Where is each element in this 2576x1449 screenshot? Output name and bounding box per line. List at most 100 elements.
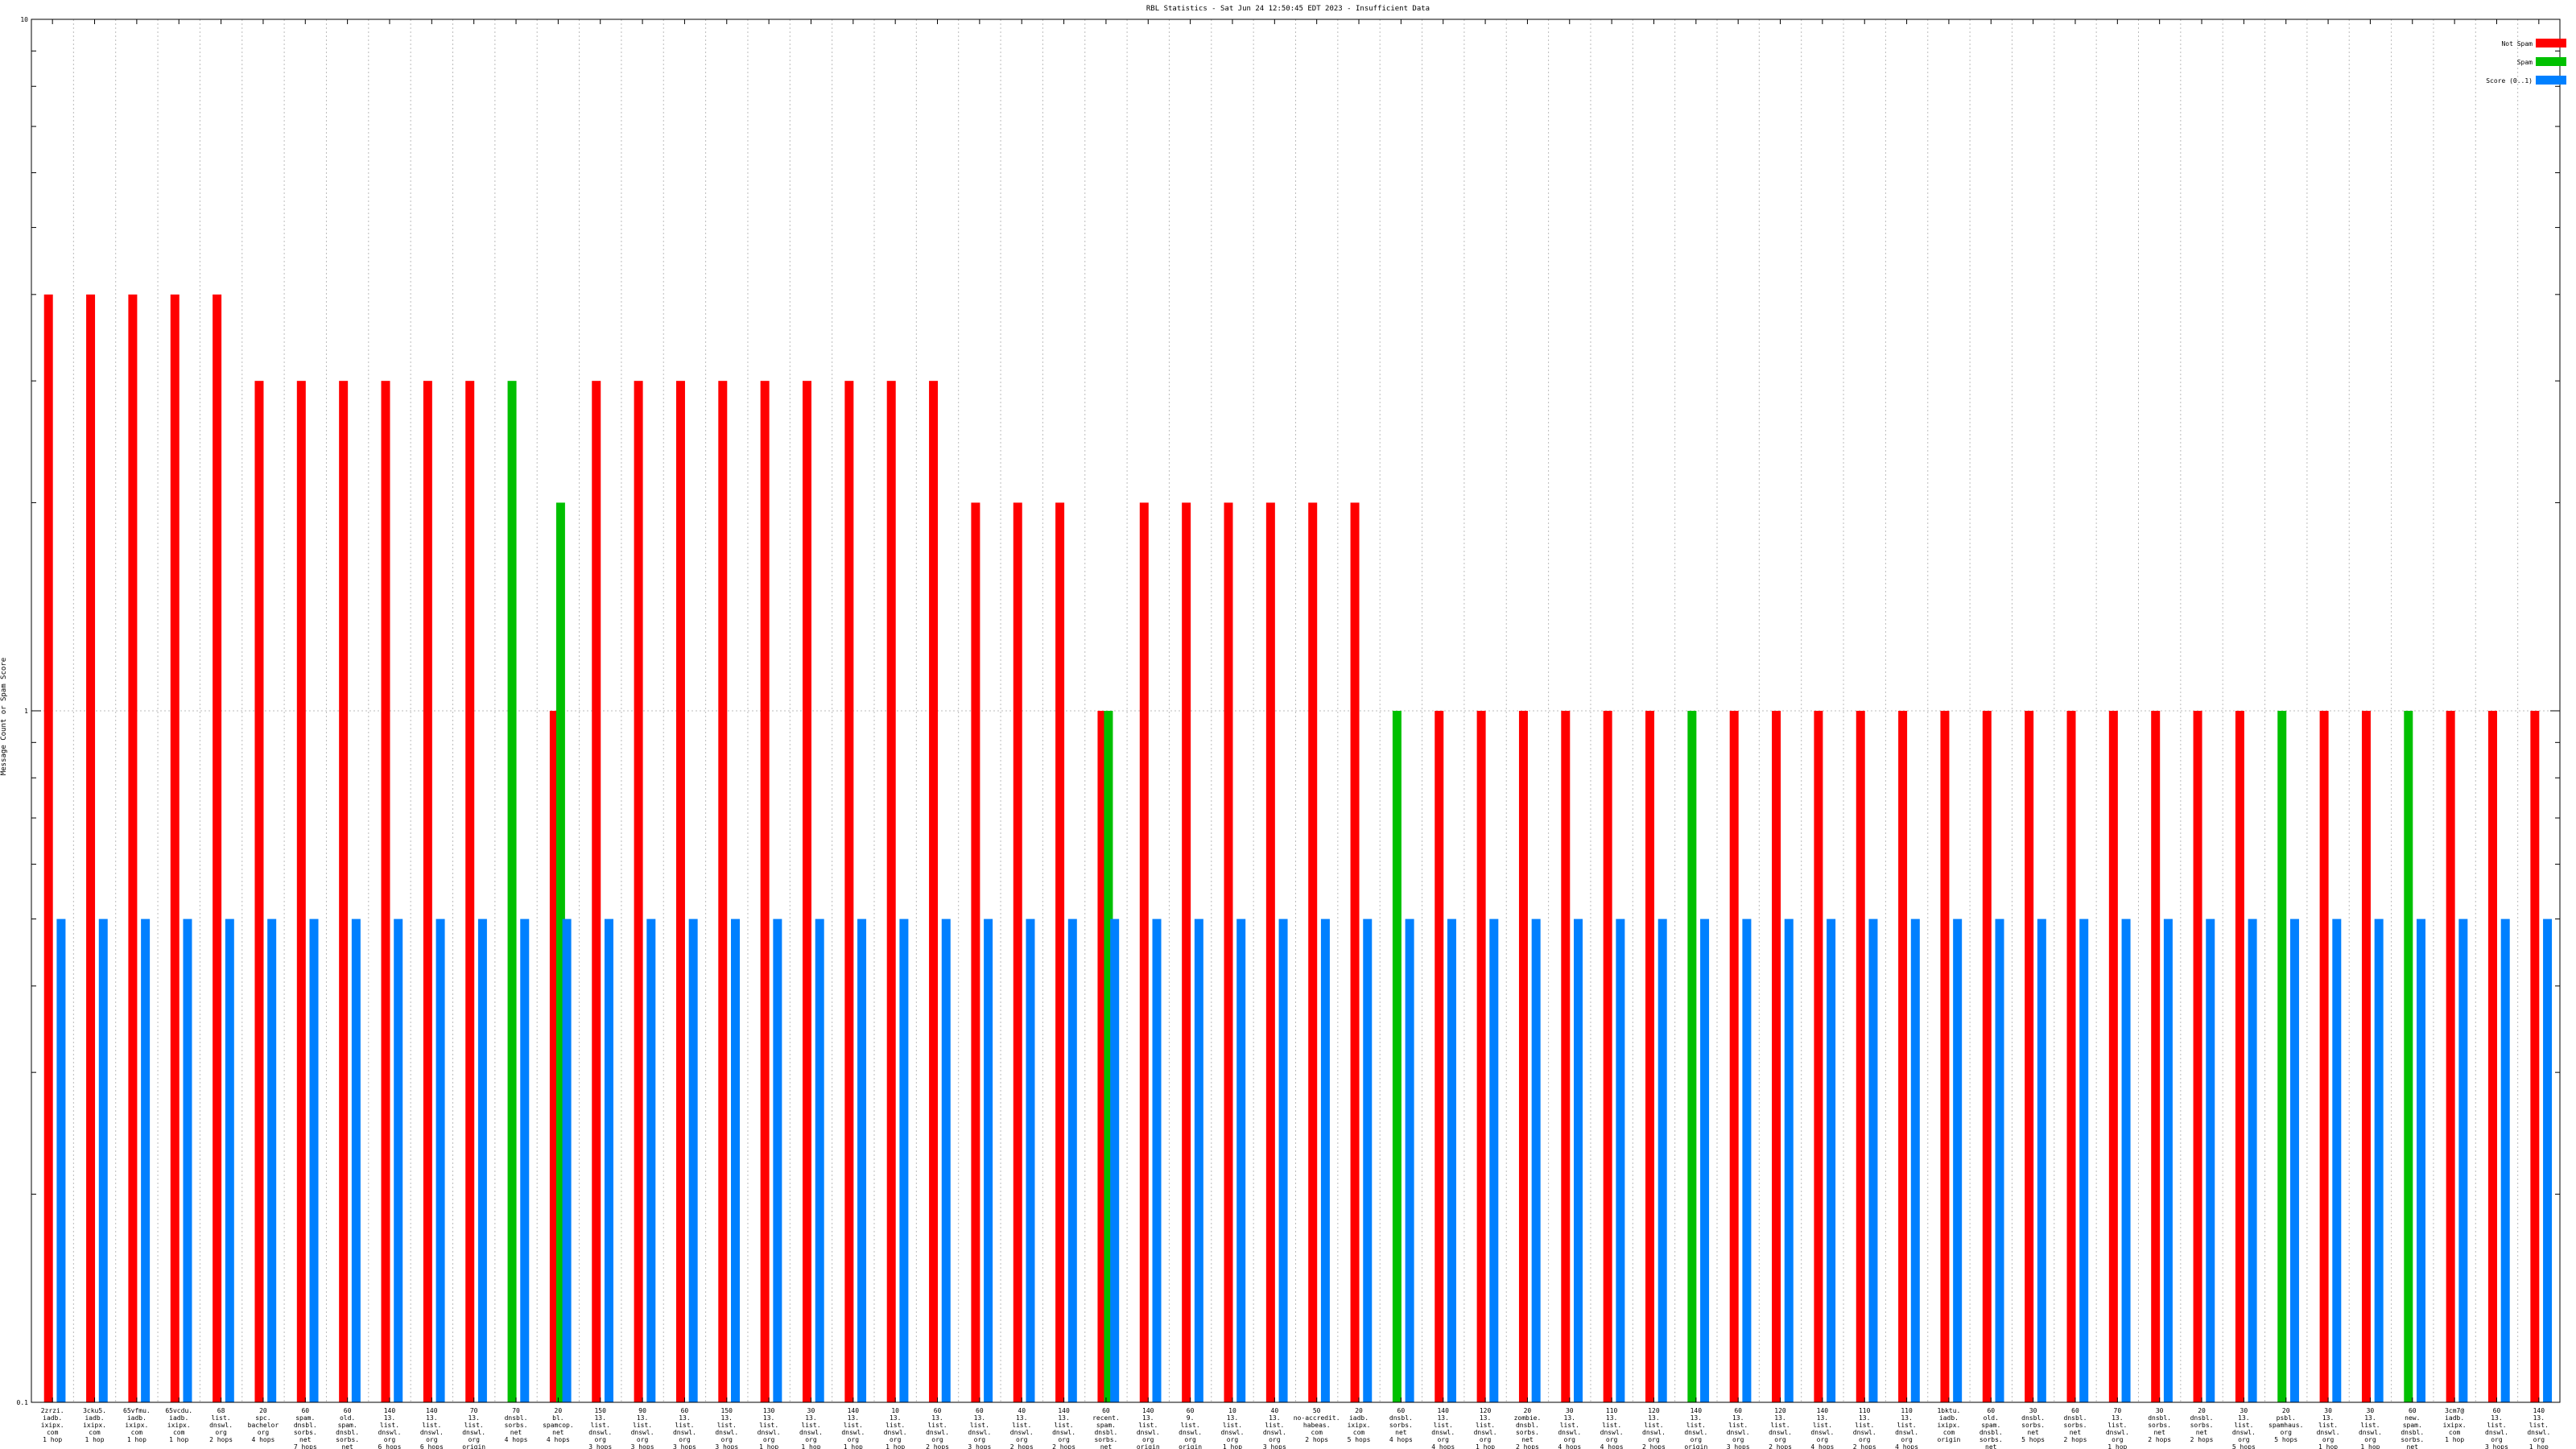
bar-score <box>1827 919 1836 1402</box>
bar-score <box>1657 919 1667 1402</box>
x-tick-label: 140 13. list. dnswl. org 4 hops <box>1431 1407 1455 1449</box>
bar-score <box>141 919 151 1402</box>
legend-swatch <box>2536 76 2566 85</box>
legend: Not Spam Spam Score (0..1) <box>2486 39 2566 85</box>
bar-not-spam <box>886 381 896 1402</box>
bar-not-spam <box>929 381 939 1402</box>
bar-not-spam <box>2488 711 2498 1402</box>
bar-not-spam <box>170 294 180 1403</box>
bar-score <box>2417 919 2426 1402</box>
legend-label: Not Spam <box>2501 40 2533 47</box>
x-tick-label: 20 spc. bachelor org 4 hops <box>248 1407 279 1443</box>
bar-score <box>1405 919 1414 1402</box>
bar-not-spam <box>296 381 306 1402</box>
bar-score <box>2332 919 2342 1402</box>
x-tick-label: 10 13. list. dnswl. org 1 hop <box>884 1407 907 1449</box>
x-tick-label: 10 13. list. dnswl. org 1 hop <box>1221 1407 1245 1449</box>
bar-score <box>2037 919 2046 1402</box>
x-tick-label: 140 13. list. dnswl. org 4 hops <box>1810 1407 1834 1449</box>
bar-not-spam <box>971 502 980 1402</box>
grid-lines <box>31 19 2560 1403</box>
x-tick-label: 70 13. list. dnswl. org 1 hop <box>2106 1407 2129 1449</box>
x-tick-label: 20 zombie. dnsbl. sorbs. net 2 hops <box>1514 1407 1542 1449</box>
x-tick-label: 120 13. list. dnswl. org 1 hop <box>1474 1407 1497 1449</box>
x-tick-label: 110 13. list. dnswl. org 2 hops <box>1853 1407 1876 1449</box>
bar-not-spam <box>2446 711 2455 1402</box>
bar-score <box>2458 919 2468 1402</box>
bar-not-spam <box>2530 711 2540 1402</box>
chart-title: RBL Statistics - Sat Jun 24 12:50:45 EDT… <box>1146 5 1430 13</box>
x-tick-label: 60 13. list. dnswl. org 2 hops <box>926 1407 949 1449</box>
x-tick-label: 2zrzi. iadb. ixipx. com 1 hop <box>41 1407 64 1443</box>
bar-not-spam <box>43 294 53 1403</box>
x-tick-label: 68 list. dnswl. org 2 hops <box>209 1407 233 1443</box>
x-tick-label: 140 13. list. dnswl. org origin <box>1137 1407 1160 1449</box>
x-tick-label: 40 13. list. dnswl. org 2 hops <box>1010 1407 1034 1449</box>
bar-score <box>562 919 572 1402</box>
bar-score <box>1026 919 1035 1402</box>
bar-score <box>225 919 234 1402</box>
x-tick-label: 70 13. list. dnswl. org origin <box>462 1407 485 1449</box>
bar-spam <box>1687 711 1697 1402</box>
bar-score <box>520 919 530 1402</box>
bar-score <box>183 919 192 1402</box>
bar-score <box>1574 919 1583 1402</box>
x-tick-label: 30 13. list. dnswl. org 4 hops <box>1558 1407 1581 1449</box>
bar-not-spam <box>2235 711 2244 1402</box>
bar-score <box>2500 919 2510 1402</box>
x-tick-label: 30 13. list. dnswl. org 1 hop <box>2317 1407 2340 1449</box>
bar-score <box>98 919 108 1402</box>
y-tick-label: 1 <box>24 708 28 715</box>
bar-not-spam <box>2108 711 2118 1402</box>
bar-score <box>646 919 656 1402</box>
bar-not-spam <box>1603 711 1612 1402</box>
bar-not-spam <box>1055 502 1065 1402</box>
bar-not-spam <box>1308 502 1318 1402</box>
x-tick-label: 20 psbl. spamhaus. org 5 hops <box>2268 1407 2303 1443</box>
bar-score <box>604 919 613 1402</box>
bar-score <box>2163 919 2173 1402</box>
bar-score <box>1110 919 1120 1402</box>
bar-not-spam <box>1856 711 1865 1402</box>
bar-not-spam <box>2151 711 2161 1402</box>
bars <box>43 294 2553 1403</box>
bar-not-spam <box>1265 502 1275 1402</box>
bar-score <box>2079 919 2089 1402</box>
bar-score <box>1531 919 1541 1402</box>
bar-spam <box>2277 711 2287 1402</box>
bar-not-spam <box>592 381 601 1402</box>
x-tick-label: 150 13. list. dnswl. org 3 hops <box>715 1407 738 1449</box>
x-tick-label: 20 iadb. ixipx. com 5 hops <box>1348 1407 1371 1443</box>
x-tick-label: 3cm7@ iadb. ixipx. com 1 hop <box>2443 1407 2467 1443</box>
bar-not-spam <box>128 294 138 1403</box>
x-tick-label: 60 dnsbl. sorbs. net 4 hops <box>1389 1407 1413 1443</box>
bar-score <box>1236 919 1246 1402</box>
bar-score <box>1742 919 1752 1402</box>
bar-score <box>1489 919 1499 1402</box>
x-tick-label: 140 13. list. dnswl. org 1 hop <box>841 1407 865 1449</box>
bar-score <box>1616 919 1625 1402</box>
bar-not-spam <box>549 711 559 1402</box>
bar-score <box>899 919 909 1402</box>
x-tick-label: 60 13. list. dnswl. org 3 hops <box>673 1407 696 1449</box>
bar-not-spam <box>1729 711 1739 1402</box>
bar-score <box>773 919 782 1402</box>
bar-score <box>1152 919 1162 1402</box>
bar-not-spam <box>254 381 264 1402</box>
legend-label: Spam <box>2517 59 2533 66</box>
bar-score <box>984 919 993 1402</box>
bar-not-spam <box>1982 711 1992 1402</box>
bar-not-spam <box>675 381 685 1402</box>
x-tick-label: 60 13. list. dnswl. org 3 hops <box>1727 1407 1750 1449</box>
bar-not-spam <box>1139 502 1149 1402</box>
bar-score <box>731 919 741 1402</box>
x-tick-label: 20 bl. spamcop. net 4 hops <box>543 1407 574 1443</box>
bar-spam <box>1392 711 1402 1402</box>
x-tick-label: 20 dnsbl. sorbs. net 2 hops <box>2190 1407 2214 1443</box>
x-tick-label: 140 13. list. dnswl. org 2 hops <box>1052 1407 1075 1449</box>
bar-score <box>1194 919 1203 1402</box>
bar-not-spam <box>465 381 475 1402</box>
bar-score <box>436 919 445 1402</box>
bar-score <box>941 919 951 1402</box>
